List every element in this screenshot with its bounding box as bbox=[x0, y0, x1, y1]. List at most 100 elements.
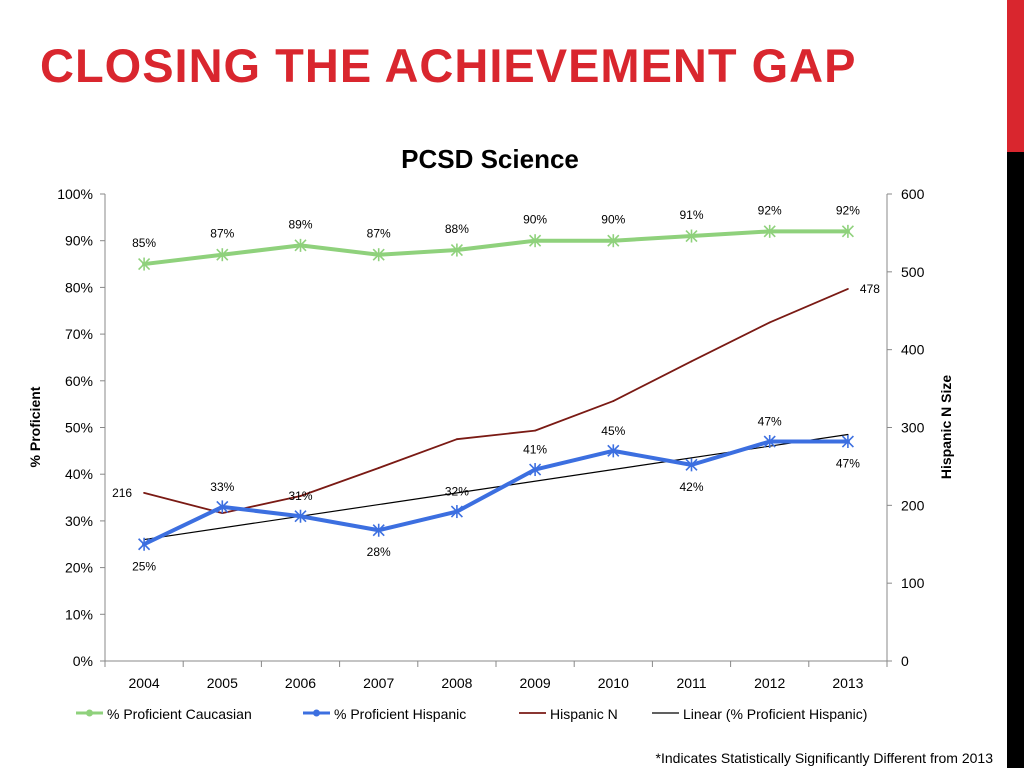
y-tick-label-left: 50% bbox=[65, 420, 93, 436]
proficient-caucasian-segment bbox=[611, 234, 694, 243]
caucasian-data-label: 89% bbox=[288, 217, 312, 231]
hispanic-data-label: 41% bbox=[523, 443, 547, 457]
hispanic-n-data-label: 216 bbox=[112, 486, 132, 500]
hispanic-data-label: 31% bbox=[288, 489, 312, 503]
y-tick-label-right: 200 bbox=[901, 497, 925, 513]
y-tick-label-left: 30% bbox=[65, 513, 93, 529]
y-tick-label-left: 0% bbox=[73, 653, 93, 669]
x-tick-label: 2009 bbox=[520, 675, 551, 691]
hispanic-data-label: 47% bbox=[836, 457, 860, 471]
hispanic-n-segment bbox=[377, 438, 458, 469]
proficient-hispanic-point bbox=[138, 537, 151, 551]
proficient-hispanic-point bbox=[372, 523, 385, 537]
legend-item-linear-proficient-hispanic: Linear (% Proficient Hispanic) bbox=[652, 706, 867, 722]
proficient-hispanic-segment bbox=[376, 509, 459, 533]
proficient-hispanic-point bbox=[529, 463, 542, 477]
proficient-caucasian-point bbox=[685, 229, 698, 243]
proficient-hispanic-segment bbox=[533, 448, 616, 472]
footnote: *Indicates Statistically Significantly D… bbox=[655, 750, 993, 766]
hispanic-data-label: 45% bbox=[601, 424, 625, 438]
y-tick-label-right: 300 bbox=[901, 420, 925, 436]
accent-bar-black bbox=[1007, 152, 1024, 768]
y-tick-label-right: 400 bbox=[901, 342, 925, 358]
hispanic-n-segment bbox=[143, 491, 224, 515]
slide-title: CLOSING THE ACHIEVEMENT GAP bbox=[40, 39, 857, 92]
chart-series bbox=[138, 224, 854, 551]
proficient-hispanic-segment bbox=[689, 439, 772, 467]
caucasian-data-label: 87% bbox=[367, 227, 391, 241]
proficient-hispanic-point bbox=[763, 435, 776, 449]
y-tick-label-left: 100% bbox=[57, 186, 93, 202]
proficient-hispanic-segment bbox=[611, 448, 694, 467]
proficient-caucasian-point bbox=[372, 248, 385, 262]
x-tick-label: 2013 bbox=[832, 675, 863, 691]
y-tick-label-left: 10% bbox=[65, 606, 93, 622]
y-tick-label-left: 70% bbox=[65, 326, 93, 342]
proficient-hispanic-point bbox=[607, 444, 620, 458]
hispanic-n-segment bbox=[612, 360, 693, 402]
legend-item-proficient-hispanic: % Proficient Hispanic bbox=[303, 706, 466, 722]
y-axis-title-right: Hispanic N Size bbox=[938, 375, 954, 479]
caucasian-data-label: 90% bbox=[601, 213, 625, 227]
legend-swatch-marker bbox=[313, 709, 320, 717]
hispanic-data-label: 25% bbox=[132, 559, 156, 573]
hispanic-data-label: 47% bbox=[758, 415, 782, 429]
hispanic-n-segment bbox=[690, 321, 771, 363]
x-tick-label: 2005 bbox=[207, 675, 238, 691]
y-tick-label-right: 500 bbox=[901, 264, 925, 280]
y-tick-label-left: 90% bbox=[65, 233, 93, 249]
proficient-caucasian-point bbox=[294, 238, 307, 252]
proficient-hispanic-point bbox=[294, 509, 307, 523]
y-tick-label-right: 0 bbox=[901, 653, 909, 669]
y-tick-label-left: 60% bbox=[65, 373, 93, 389]
hispanic-data-label: 42% bbox=[679, 480, 703, 494]
x-tick-label: 2004 bbox=[129, 675, 160, 691]
proficient-caucasian-segment bbox=[220, 243, 303, 257]
proficient-caucasian-point bbox=[763, 224, 776, 238]
x-tick-label: 2006 bbox=[285, 675, 316, 691]
proficient-caucasian-point bbox=[607, 234, 620, 248]
proficient-caucasian-point bbox=[529, 234, 542, 248]
y-tick-label-left: 80% bbox=[65, 279, 93, 295]
legend-swatch-marker bbox=[86, 709, 93, 717]
legend-item-proficient-caucasian: % Proficient Caucasian bbox=[76, 706, 252, 722]
proficient-caucasian-segment bbox=[689, 229, 772, 239]
hispanic-data-label: 33% bbox=[210, 480, 234, 494]
proficient-hispanic-point bbox=[450, 505, 463, 519]
chart-legend: % Proficient Caucasian % Proficient Hispa… bbox=[76, 706, 867, 722]
proficient-hispanic-point bbox=[841, 435, 854, 449]
proficient-caucasian-point bbox=[450, 243, 463, 257]
proficient-caucasian-segment bbox=[142, 252, 225, 267]
hispanic-data-label: 32% bbox=[445, 485, 469, 499]
hispanic-data-label: 28% bbox=[367, 545, 391, 559]
legend-label: Hispanic N bbox=[550, 706, 618, 722]
accent-bar-red bbox=[1007, 0, 1024, 152]
y-tick-label-right: 600 bbox=[901, 186, 925, 202]
proficient-caucasian-point bbox=[138, 257, 151, 271]
proficient-caucasian-segment bbox=[298, 243, 381, 257]
x-tick-label: 2008 bbox=[441, 675, 472, 691]
x-tick-label: 2007 bbox=[363, 675, 394, 691]
proficient-caucasian-segment bbox=[376, 248, 459, 257]
caucasian-data-label: 92% bbox=[758, 203, 782, 217]
caucasian-data-label: 88% bbox=[445, 222, 469, 236]
proficient-hispanic-segment bbox=[298, 514, 381, 533]
legend-label: % Proficient Caucasian bbox=[107, 706, 252, 722]
caucasian-data-label: 85% bbox=[132, 236, 156, 250]
y-tick-label-left: 40% bbox=[65, 466, 93, 482]
proficient-caucasian-segment bbox=[454, 238, 538, 253]
proficient-hispanic-segment bbox=[142, 504, 225, 547]
proficient-caucasian-point bbox=[216, 248, 229, 262]
y-axis-title-left: % Proficient bbox=[27, 386, 43, 467]
proficient-hispanic-point bbox=[216, 500, 229, 514]
legend-item-hispanic-n: Hispanic N bbox=[519, 706, 618, 722]
y-tick-label-right: 100 bbox=[901, 575, 925, 591]
proficient-hispanic-point bbox=[685, 458, 698, 472]
legend-label: Linear (% Proficient Hispanic) bbox=[683, 706, 867, 722]
hispanic-n-segment bbox=[534, 400, 615, 432]
proficient-hispanic-segment bbox=[454, 467, 538, 514]
proficient-caucasian-point bbox=[841, 224, 854, 238]
caucasian-data-label: 91% bbox=[679, 208, 703, 222]
x-tick-label: 2012 bbox=[754, 675, 785, 691]
